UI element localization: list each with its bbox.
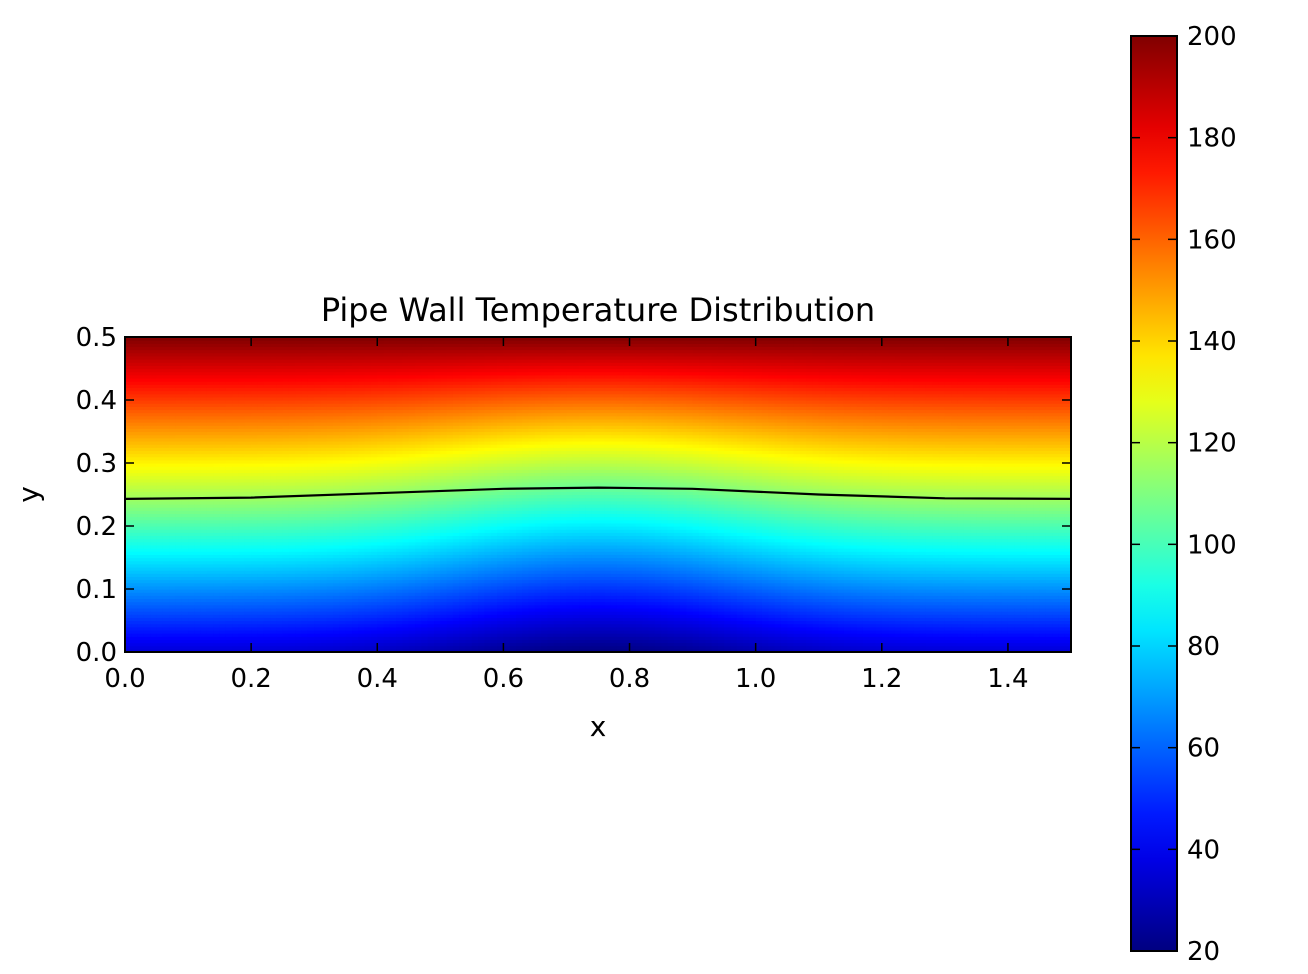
- colorbar-tick-label: 120: [1187, 429, 1237, 459]
- y-tick-label: 0.5: [76, 323, 117, 353]
- colorbar-tick-label: 60: [1187, 734, 1220, 764]
- x-tick-label: 1.4: [987, 664, 1028, 694]
- colorbar-axis: 20 40 60 80 100 120 140 160 180 200: [1131, 22, 1237, 967]
- y-tick-label: 0.2: [76, 512, 117, 542]
- contour-line: [124, 486, 1072, 500]
- x-axis: 0.0 0.2 0.4 0.6 0.8 1.0 1.2 1.4: [104, 337, 1029, 694]
- y-tick-label: 0.1: [76, 575, 117, 605]
- chart-title: Pipe Wall Temperature Distribution: [321, 291, 875, 329]
- colorbar-tick-label: 160: [1187, 225, 1237, 255]
- colorbar-tick-label: 140: [1187, 327, 1237, 357]
- colorbar-tick-label: 100: [1187, 530, 1237, 560]
- x-tick-label: 0.6: [483, 664, 524, 694]
- x-tick-label: 1.0: [735, 664, 776, 694]
- x-tick-label: 0.0: [104, 664, 145, 694]
- colorbar-tick-label: 180: [1187, 124, 1237, 154]
- colorbar-tick-label: 40: [1187, 835, 1220, 865]
- y-tick-label: 0.3: [76, 449, 117, 479]
- x-axis-label: x: [590, 710, 607, 743]
- colorbar-tick-label: 80: [1187, 632, 1220, 662]
- x-tick-label: 1.2: [861, 664, 902, 694]
- x-tick-label: 0.4: [357, 664, 398, 694]
- y-axis: 0.0 0.1 0.2 0.3 0.4 0.5: [76, 323, 1071, 668]
- colorbar: [1130, 35, 1178, 952]
- plot-frame: [124, 336, 1072, 653]
- y-tick-label: 0.0: [76, 638, 117, 668]
- x-tick-label: 0.2: [230, 664, 271, 694]
- x-tick-label: 0.8: [609, 664, 650, 694]
- heatmap-field: [125, 337, 1071, 652]
- y-axis-label: y: [12, 486, 45, 503]
- colorbar-tick-label: 20: [1187, 937, 1220, 967]
- y-tick-label: 0.4: [76, 386, 117, 416]
- colorbar-tick-label: 200: [1187, 22, 1237, 52]
